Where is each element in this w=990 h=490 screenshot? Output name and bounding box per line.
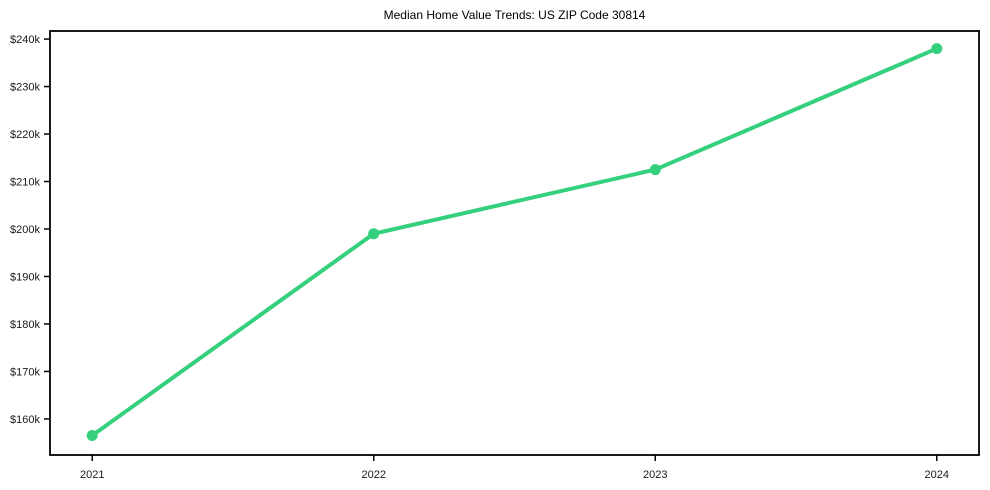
y-tick-label: $180k [10, 319, 40, 331]
y-tick-label: $230k [10, 82, 40, 94]
data-point-marker [649, 164, 661, 176]
data-line [90, 46, 939, 438]
y-tick-label: $190k [10, 271, 40, 283]
x-tick-label: 2021 [80, 469, 104, 481]
data-point-marker [931, 43, 943, 55]
chart-title: Median Home Value Trends: US ZIP Code 30… [383, 8, 646, 22]
x-tick-label: 2023 [643, 469, 667, 481]
y-tick-label: $200k [10, 224, 40, 236]
y-tick-label: $210k [10, 177, 40, 189]
data-point-marker [86, 430, 98, 441]
y-tick-label: $220k [10, 129, 40, 141]
y-tick-label: $240k [10, 34, 40, 46]
y-tick-label: $160k [10, 414, 40, 426]
x-tick-label: 2024 [925, 469, 949, 481]
plot-area-spines [49, 30, 980, 456]
y-tick-label: $170k [10, 366, 40, 378]
data-point-marker [368, 228, 380, 240]
x-tick-label: 2022 [362, 469, 386, 481]
